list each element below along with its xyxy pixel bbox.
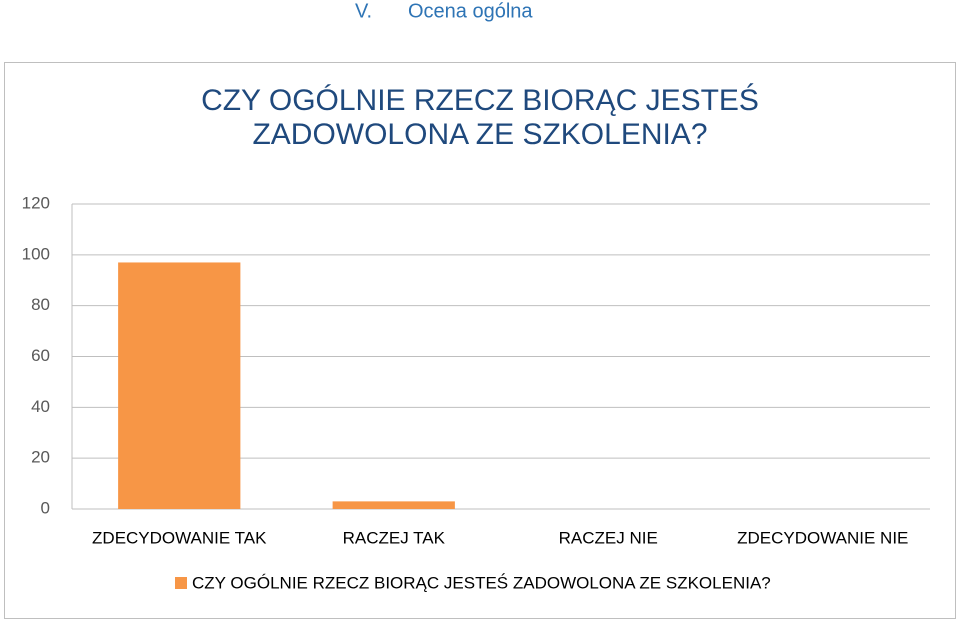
section-title: Ocena ogólna <box>408 0 533 22</box>
legend-label: CZY OGÓLNIE RZECZ BIORĄC JESTEŚ ZADOWOLO… <box>192 573 771 592</box>
x-tick-label: ZDECYDOWANIE TAK <box>92 528 267 547</box>
legend-swatch <box>175 577 187 589</box>
y-tick-label: 60 <box>31 346 50 365</box>
bar <box>332 501 455 509</box>
y-tick-label: 40 <box>31 397 50 416</box>
bar <box>118 262 241 509</box>
section-number: V. <box>355 0 372 22</box>
x-tick-label: RACZEJ NIE <box>559 528 658 547</box>
y-tick-label: 0 <box>41 498 50 517</box>
x-tick-label: RACZEJ TAK <box>343 528 446 547</box>
y-tick-label: 120 <box>22 193 50 212</box>
chart-title: CZY OGÓLNIE RZECZ BIORĄC JESTEŚ ZADOWOLO… <box>201 84 759 151</box>
y-tick-label: 80 <box>31 295 50 314</box>
chart-frame <box>4 62 956 619</box>
x-tick-label: ZDECYDOWANIE NIE <box>737 528 908 547</box>
y-tick-label: 20 <box>31 448 50 467</box>
y-tick-label: 100 <box>22 244 50 263</box>
